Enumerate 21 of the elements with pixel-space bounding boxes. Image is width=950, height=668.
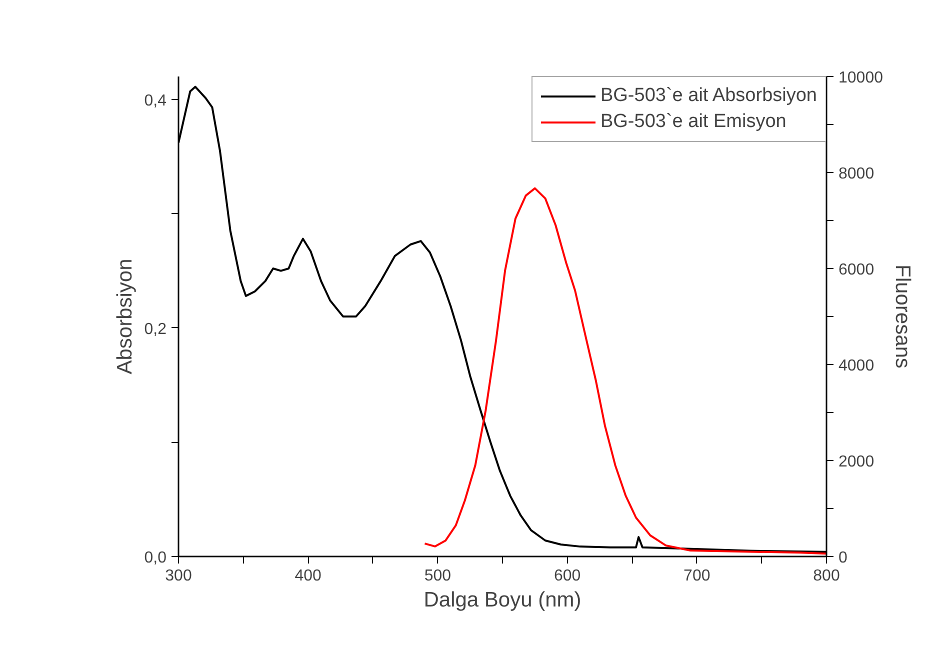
y2-tick-label: 2000	[838, 454, 874, 470]
y-tick-label: 0,2	[144, 320, 167, 338]
y2-axis-title: Fluoresans	[890, 264, 914, 368]
line-series	[424, 187, 826, 555]
x-tick-label: 600	[554, 568, 581, 584]
y-axis-title: Absorbsiyon	[113, 258, 136, 374]
x-axis-title: Dalga Boyu (nm)	[424, 588, 582, 612]
x-tick-label: 700	[684, 568, 710, 584]
y-tick-label: 0,4	[144, 92, 167, 110]
y2-tick-label: 0	[838, 550, 848, 566]
y2-tick-label: 8000	[838, 166, 874, 182]
y-tick-label: 0,0	[144, 550, 167, 566]
legend-label: BG-503`e ait Absorbsiyon	[600, 85, 817, 107]
y2-tick-label: 6000	[838, 262, 874, 278]
y2-tick-label: 4000	[838, 358, 874, 374]
x-tick-label: 400	[294, 568, 322, 584]
x-tick-label: 300	[165, 568, 192, 584]
legend-label: BG-503`e ait Emisyon	[600, 111, 786, 133]
x-tick-label: 500	[424, 568, 452, 584]
y2-tick-label: 10000	[838, 70, 884, 86]
x-tick-label: 800	[813, 568, 840, 584]
